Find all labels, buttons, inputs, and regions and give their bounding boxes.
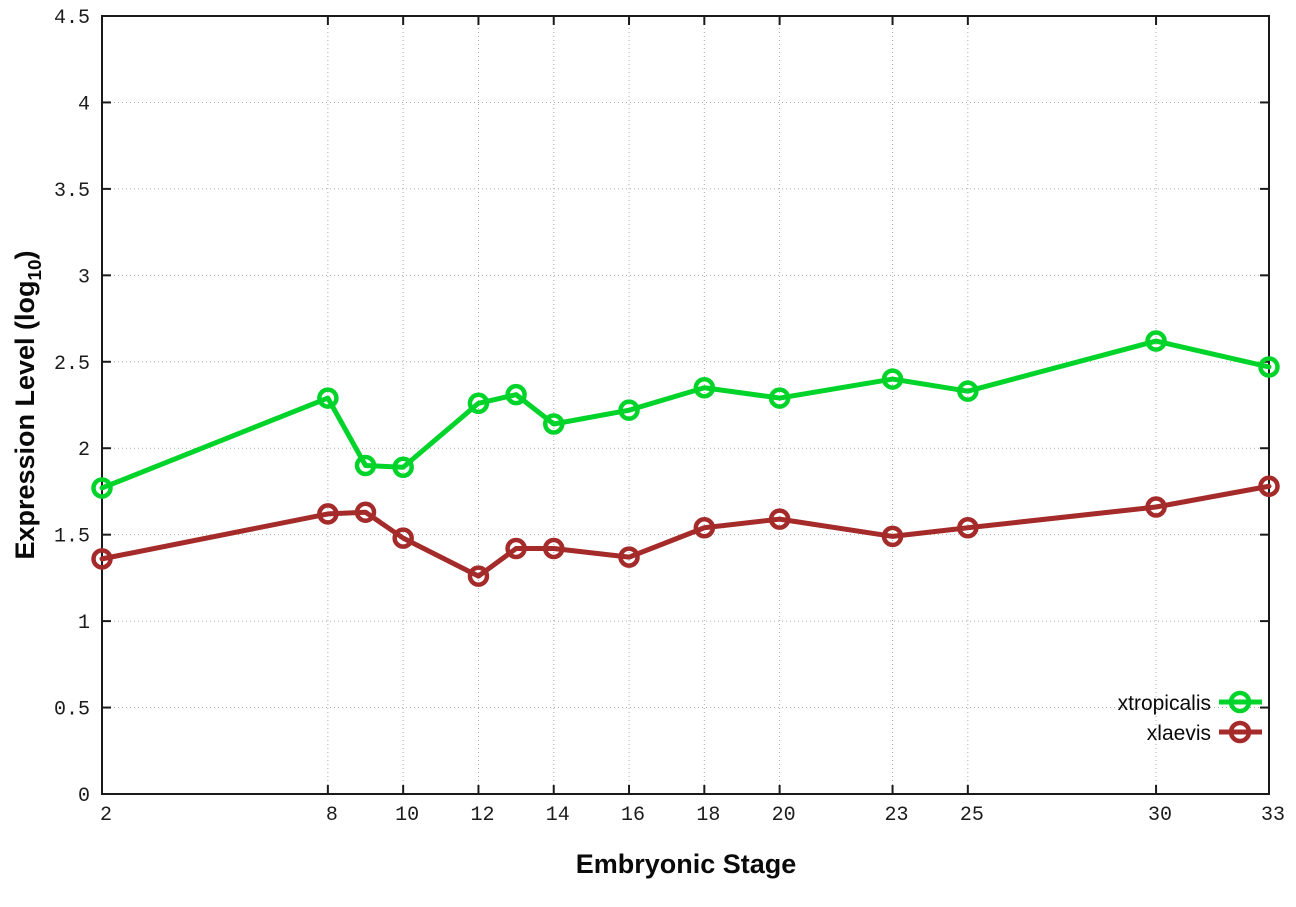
data-point-marker <box>693 517 716 539</box>
data-point-marker <box>618 546 640 568</box>
data-point-marker <box>91 477 113 499</box>
x-tick-label: 14 <box>546 804 570 827</box>
data-point-marker <box>1145 496 1167 518</box>
y-tick-label: 4 <box>78 93 90 116</box>
plot-border <box>101 15 1270 795</box>
y-tick-label: 2.5 <box>54 353 90 376</box>
series-xtropicalis <box>91 330 1280 499</box>
y-tick-label: 1.5 <box>54 526 90 549</box>
x-tick-label: 30 <box>1148 804 1172 827</box>
axis-ticks <box>101 15 1270 795</box>
data-series <box>91 330 1280 587</box>
y-tick-label: 0.5 <box>54 699 90 722</box>
data-point-marker <box>1145 330 1167 352</box>
tick-labels: 0 0.5 1 1.5 2 2.5 3 3.5 4 4.5 2 8 10 12 14 16 18 20 23 25 30… <box>54 7 1285 827</box>
data-point-marker <box>505 537 527 560</box>
data-point-marker <box>618 399 640 421</box>
x-axis-title: Embryonic Stage <box>576 849 797 879</box>
data-point-marker <box>354 501 377 523</box>
y-tick-label: 3 <box>78 266 90 289</box>
data-point-marker <box>881 525 904 548</box>
data-point-marker <box>1258 475 1280 498</box>
series-line-xlaevis <box>99 483 1272 579</box>
data-point-marker <box>768 387 791 409</box>
x-tick-label: 8 <box>326 804 338 827</box>
data-point-marker <box>881 368 904 390</box>
data-point-marker <box>768 508 791 530</box>
x-tick-label: 16 <box>621 804 645 827</box>
data-point-marker <box>354 454 377 477</box>
data-point-marker <box>91 548 113 570</box>
data-point-marker <box>392 527 414 549</box>
x-tick-label: 2 <box>100 804 112 827</box>
x-tick-label: 10 <box>395 804 419 827</box>
y-tick-label: 3.5 <box>54 180 90 203</box>
y-tick-label: 1 <box>78 612 90 635</box>
y-tick-label: 2 <box>78 439 90 462</box>
legend-entry-xtropicalis: xtropicalis <box>1118 690 1262 715</box>
x-tick-label: 18 <box>696 804 720 827</box>
x-tick-label: 23 <box>885 804 909 827</box>
data-point-marker <box>542 537 565 560</box>
legend: xtropicalis xlaevis <box>1118 690 1262 745</box>
x-tick-label: 25 <box>960 804 984 827</box>
y-tick-label: 0 <box>78 785 90 808</box>
x-tick-label: 33 <box>1261 804 1285 827</box>
x-tick-label: 12 <box>470 804 494 827</box>
data-point-marker <box>1258 356 1280 378</box>
data-point-marker <box>957 517 979 539</box>
y-axis-title: Expression Level (log10) <box>10 250 46 559</box>
data-point-marker <box>317 387 339 409</box>
data-point-marker <box>392 456 414 478</box>
plot-border-box <box>101 15 1270 795</box>
data-point-marker <box>957 380 979 402</box>
legend-marker-xlaevis-icon <box>1219 720 1262 744</box>
data-point-marker <box>542 413 565 435</box>
x-tick-label: 20 <box>772 804 796 827</box>
series-line-xtropicalis <box>99 338 1272 491</box>
legend-label-xlaevis: xlaevis <box>1147 722 1211 745</box>
data-point-marker <box>467 392 490 415</box>
series-xlaevis <box>91 475 1280 587</box>
data-point-marker <box>467 565 490 587</box>
grid-lines <box>101 15 1270 795</box>
data-point-marker <box>505 383 527 406</box>
legend-entry-xlaevis: xlaevis <box>1147 720 1262 745</box>
y-tick-label: 4.5 <box>54 7 90 30</box>
data-point-marker <box>317 503 339 525</box>
legend-marker-xtropicalis-icon <box>1219 690 1262 714</box>
data-point-marker <box>693 376 716 399</box>
legend-label-xtropicalis: xtropicalis <box>1118 692 1211 715</box>
